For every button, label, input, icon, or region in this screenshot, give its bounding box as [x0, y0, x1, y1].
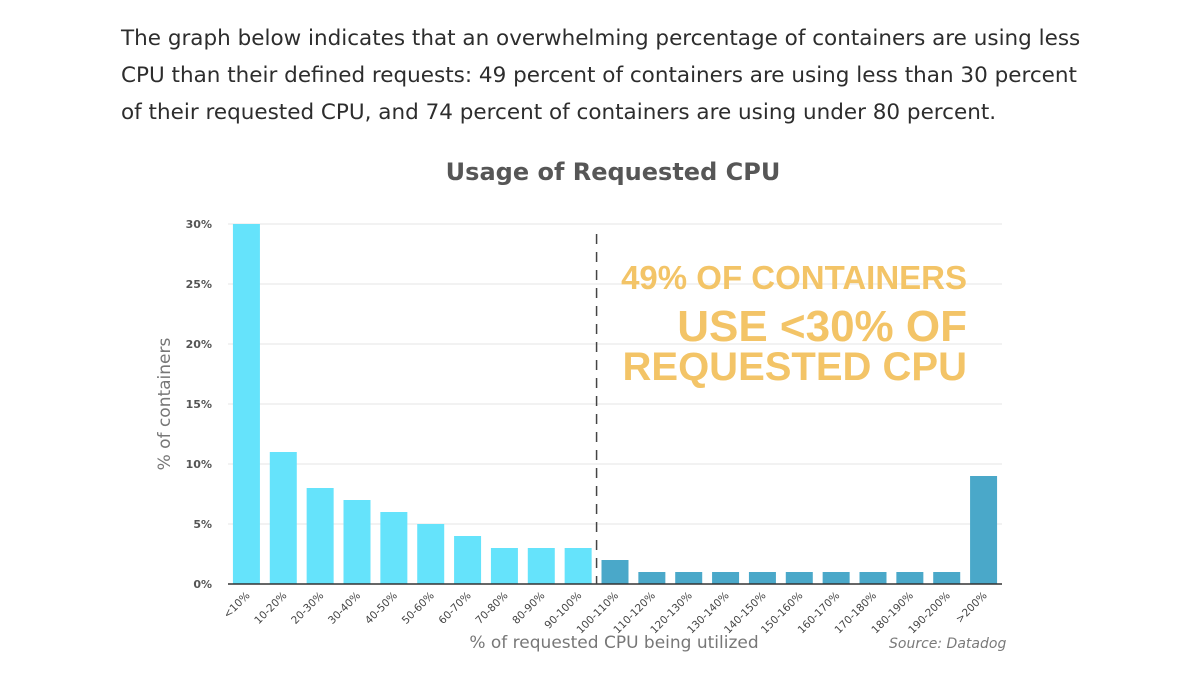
bar [748, 572, 776, 584]
bar [306, 488, 334, 584]
y-tick-label: 20% [186, 338, 212, 351]
callout-line: 49% OF CONTAINERS [621, 259, 967, 296]
x-tick-label: 20-30% [289, 590, 326, 627]
y-tick-label: 15% [186, 398, 212, 411]
bar [380, 512, 408, 584]
x-tick-label: 30-40% [326, 590, 363, 627]
bar [822, 572, 850, 584]
bar [417, 524, 445, 584]
intro-paragraph: The graph below indicates that an overwh… [121, 26, 1081, 125]
x-tick-label: 60-70% [437, 590, 474, 627]
bar [343, 500, 371, 584]
bar [454, 536, 482, 584]
x-tick-label: >200% [954, 590, 990, 626]
y-axis-label: % of containers [155, 337, 175, 470]
x-tick-label: 80-90% [510, 590, 547, 627]
y-tick-label: 0% [193, 578, 212, 591]
bar [785, 572, 813, 584]
x-tick-label: 40-50% [363, 590, 400, 627]
callout-line: USE <30% OF [677, 302, 967, 351]
bar [859, 572, 887, 584]
y-tick-label: 25% [186, 278, 212, 291]
bar [269, 452, 297, 584]
callout-line: REQUESTED CPU [623, 345, 968, 389]
bar [638, 572, 666, 584]
bar [601, 560, 629, 584]
chart-title: Usage of Requested CPU [445, 158, 781, 186]
bar [527, 548, 555, 584]
y-tick-labels: 0% 5% 10% 15% 20% 25% 30% [186, 218, 212, 591]
bar [712, 572, 740, 584]
bar [675, 572, 703, 584]
bar [490, 548, 518, 584]
grid-lines [228, 223, 1002, 525]
x-tick-label: <10% [221, 590, 252, 621]
bar [564, 548, 592, 584]
x-tick-label: 10-20% [252, 590, 289, 627]
y-tick-label: 30% [186, 218, 212, 231]
bar [970, 476, 998, 584]
y-tick-label: 5% [193, 518, 212, 531]
x-axis-label: % of requested CPU being utilized [469, 633, 758, 653]
source-note: Source: Datadog [889, 636, 1007, 652]
bar [896, 572, 924, 584]
x-tick-label: 50-60% [400, 590, 437, 627]
bar [933, 572, 961, 584]
bar [232, 224, 260, 584]
y-tick-label: 10% [186, 458, 212, 471]
x-tick-label: 70-80% [473, 590, 510, 627]
bars [232, 224, 998, 584]
x-tick-labels: <10% 10-20% 20-30% 30-40% 40-50% 50-60% 60-70%… [221, 590, 989, 637]
